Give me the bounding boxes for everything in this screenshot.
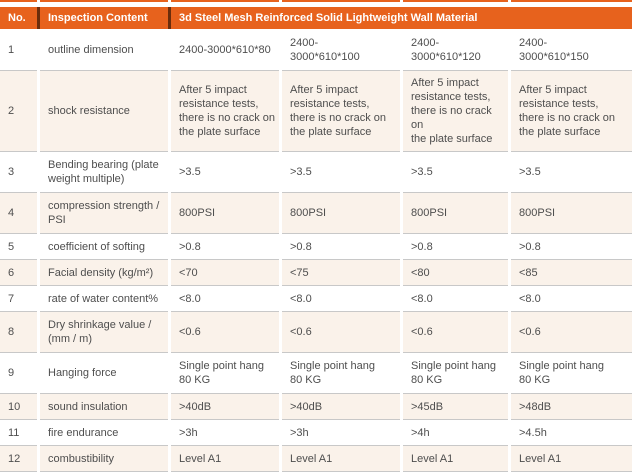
value-cell: Level A1 bbox=[171, 446, 279, 472]
value-cell: Level A1 bbox=[282, 446, 400, 472]
value-cell: >4h bbox=[403, 420, 508, 446]
inspection-label-cell: fire endurance bbox=[40, 420, 168, 446]
row-number-cell: 8 bbox=[0, 312, 37, 353]
value-cell: After 5 impact resistance tests, there i… bbox=[171, 71, 279, 152]
table-row: 11 fire endurance >3h >3h >4h >4.5h bbox=[0, 420, 632, 446]
row-number-cell: 3 bbox=[0, 152, 37, 193]
value-cell: 800PSI bbox=[511, 193, 632, 234]
value-cell: <8.0 bbox=[282, 286, 400, 312]
table-row: 5 coefficient of softing >0.8 >0.8 >0.8 >0.8 bbox=[0, 234, 632, 260]
header-cell-no: No. bbox=[0, 7, 37, 29]
value-cell: >3.5 bbox=[403, 152, 508, 193]
value-cell: Level A1 bbox=[511, 446, 632, 472]
value-cell: 2400-3000*610*80 bbox=[171, 29, 279, 71]
value-cell: >3h bbox=[282, 420, 400, 446]
value-cell: >3.5 bbox=[282, 152, 400, 193]
value-cell: >3.5 bbox=[511, 152, 632, 193]
row-number-cell: 7 bbox=[0, 286, 37, 312]
inspection-label-cell: combustibility bbox=[40, 446, 168, 472]
value-cell: 2400- 3000*610*100 bbox=[282, 29, 400, 71]
strip-segment bbox=[511, 0, 632, 2]
value-cell: <8.0 bbox=[171, 286, 279, 312]
table-row: 12 combustibility Level A1 Level A1 Level A1… bbox=[0, 446, 632, 472]
table-row: 10 sound insulation >40dB >40dB >45dB >48dB bbox=[0, 394, 632, 420]
table-row: 3 Bending bearing (plate weight multiple)… bbox=[0, 152, 632, 193]
inspection-label-cell: Hanging force bbox=[40, 353, 168, 394]
row-number-cell: 11 bbox=[0, 420, 37, 446]
value-cell: <75 bbox=[282, 260, 400, 286]
value-cell: Single point hang 80 KG bbox=[511, 353, 632, 394]
value-cell: After 5 impact resistance tests, there i… bbox=[511, 71, 632, 152]
strip-segment bbox=[171, 0, 279, 2]
table-row: 2 shock resistance After 5 impact resistan… bbox=[0, 71, 632, 152]
inspection-label-cell: coefficient of softing bbox=[40, 234, 168, 260]
table-row: 8 Dry shrinkage value / (mm / m) <0.6 <0.6 <… bbox=[0, 312, 632, 353]
inspection-label-cell: Bending bearing (plate weight multiple) bbox=[40, 152, 168, 193]
inspection-label-cell: outline dimension bbox=[40, 29, 168, 71]
row-number-cell: 12 bbox=[0, 446, 37, 472]
table-row: 7 rate of water content% <8.0 <8.0 <8.0 <8.0 bbox=[0, 286, 632, 312]
table-row: 4 compression strength / PSI 800PSI 800PSI 8… bbox=[0, 193, 632, 234]
table-row: 6 Facial density (kg/m²) <70 <75 <80 <85 bbox=[0, 260, 632, 286]
row-number-cell: 9 bbox=[0, 353, 37, 394]
value-cell: 800PSI bbox=[403, 193, 508, 234]
value-cell: >3.5 bbox=[171, 152, 279, 193]
row-number-cell: 5 bbox=[0, 234, 37, 260]
inspection-label-cell: sound insulation bbox=[40, 394, 168, 420]
row-number-cell: 6 bbox=[0, 260, 37, 286]
value-cell: <0.6 bbox=[403, 312, 508, 353]
table-body: 1 outline dimension 2400-3000*610*80 2400- … bbox=[0, 29, 632, 472]
top-accent-strip bbox=[0, 0, 632, 2]
value-cell: 2400- 3000*610*120 bbox=[403, 29, 508, 71]
value-cell: <85 bbox=[511, 260, 632, 286]
value-cell: >45dB bbox=[403, 394, 508, 420]
value-cell: >0.8 bbox=[403, 234, 508, 260]
strip-segment bbox=[282, 0, 400, 2]
row-number-cell: 1 bbox=[0, 29, 37, 71]
value-cell: <8.0 bbox=[403, 286, 508, 312]
value-cell: After 5 impact resistance tests, there i… bbox=[403, 71, 508, 152]
value-cell: <0.6 bbox=[171, 312, 279, 353]
inspection-label-cell: Facial density (kg/m²) bbox=[40, 260, 168, 286]
row-number-cell: 10 bbox=[0, 394, 37, 420]
table-row: 9 Hanging force Single point hang 80 KG Sin… bbox=[0, 353, 632, 394]
value-cell: Single point hang 80 KG bbox=[403, 353, 508, 394]
value-cell: >48dB bbox=[511, 394, 632, 420]
value-cell: >4.5h bbox=[511, 420, 632, 446]
value-cell: >0.8 bbox=[171, 234, 279, 260]
table-header-row: No. Inspection Content 3d Steel Mesh Rei… bbox=[0, 7, 632, 29]
strip-segment bbox=[0, 0, 37, 2]
value-cell: >40dB bbox=[171, 394, 279, 420]
value-cell: Single point hang 80 KG bbox=[171, 353, 279, 394]
row-number-cell: 4 bbox=[0, 193, 37, 234]
inspection-label-cell: Dry shrinkage value / (mm / m) bbox=[40, 312, 168, 353]
value-cell: >40dB bbox=[282, 394, 400, 420]
header-cell-inspection-content: Inspection Content bbox=[40, 7, 168, 29]
value-cell: 800PSI bbox=[171, 193, 279, 234]
value-cell: >0.8 bbox=[282, 234, 400, 260]
value-cell: <70 bbox=[171, 260, 279, 286]
row-number-cell: 2 bbox=[0, 71, 37, 152]
value-cell: After 5 impact resistance tests, there i… bbox=[282, 71, 400, 152]
strip-segment bbox=[40, 0, 168, 2]
value-cell: Single point hang 80 KG bbox=[282, 353, 400, 394]
value-cell: >3h bbox=[171, 420, 279, 446]
value-cell: 800PSI bbox=[282, 193, 400, 234]
value-cell: <8.0 bbox=[511, 286, 632, 312]
table-row: 1 outline dimension 2400-3000*610*80 2400- … bbox=[0, 29, 632, 71]
value-cell: Level A1 bbox=[403, 446, 508, 472]
value-cell: 2400- 3000*610*150 bbox=[511, 29, 632, 71]
value-cell: <80 bbox=[403, 260, 508, 286]
value-cell: >0.8 bbox=[511, 234, 632, 260]
inspection-label-cell: shock resistance bbox=[40, 71, 168, 152]
inspection-label-cell: rate of water content% bbox=[40, 286, 168, 312]
value-cell: <0.6 bbox=[282, 312, 400, 353]
strip-segment bbox=[403, 0, 508, 2]
value-cell: <0.6 bbox=[511, 312, 632, 353]
inspection-label-cell: compression strength / PSI bbox=[40, 193, 168, 234]
header-cell-material-title: 3d Steel Mesh Reinforced Solid Lightweig… bbox=[171, 7, 632, 29]
